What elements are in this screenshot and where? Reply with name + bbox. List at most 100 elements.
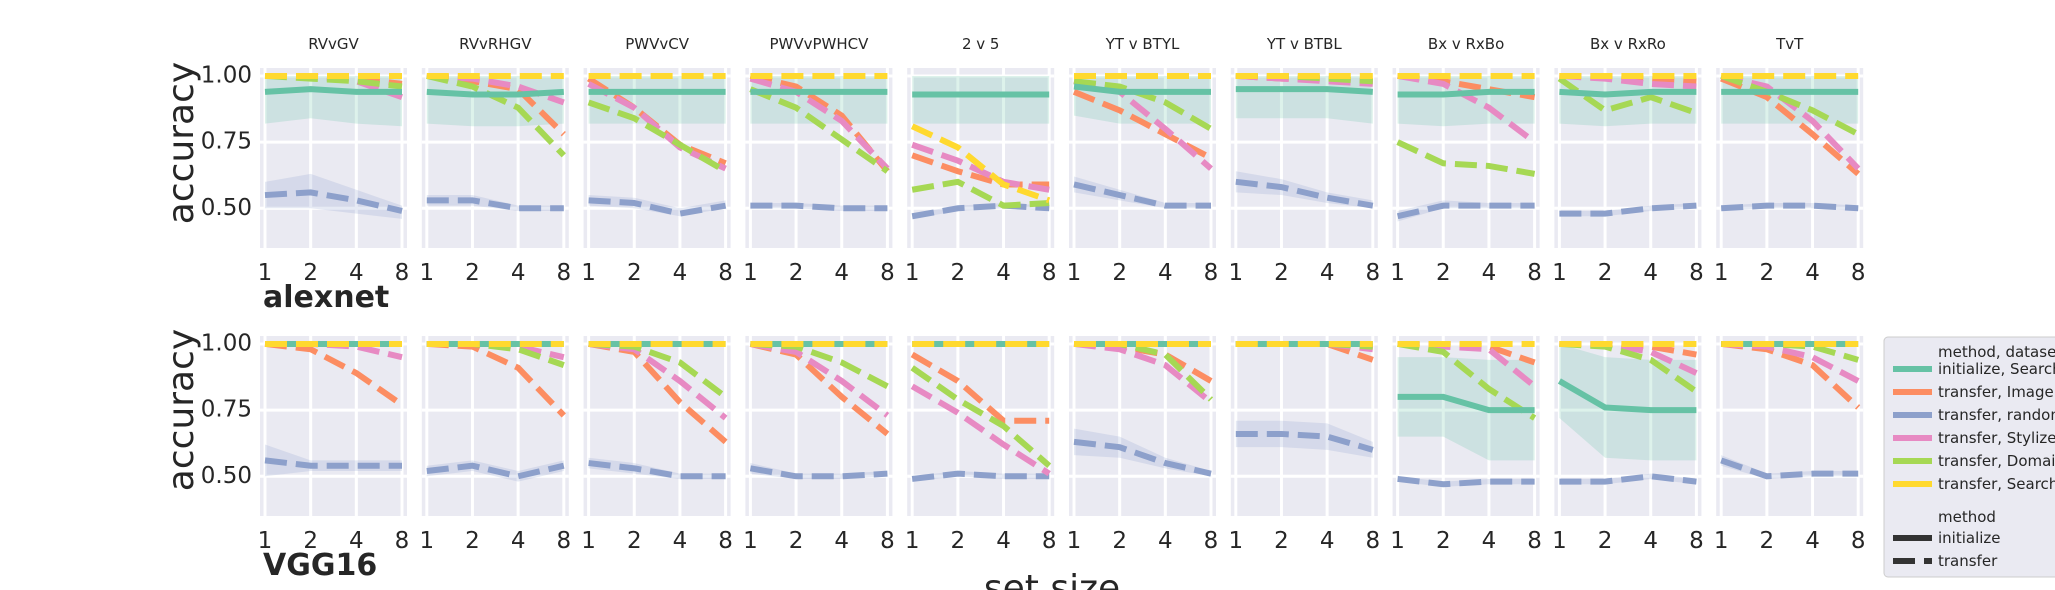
series-line-transfer-stylized xyxy=(426,72,565,106)
x-tick-label: 4 xyxy=(1805,528,1820,554)
panel-background xyxy=(1716,336,1864,516)
row-label-vgg16: VGG16 xyxy=(263,548,377,583)
x-tick-label: 1 xyxy=(1714,528,1729,554)
y-tick-label: 0.75 xyxy=(201,129,252,155)
x-tick-label: 2 xyxy=(951,528,966,554)
legend-title-method: method xyxy=(1938,508,1996,526)
legend: method, dataset initialize, Search transf… xyxy=(1883,336,2055,578)
series-line-transfer-imagenet xyxy=(264,340,404,408)
x-tick-label: 8 xyxy=(1204,528,1219,554)
panel-title: RVvGV xyxy=(308,35,359,53)
series-line-transfer-domain xyxy=(911,178,1050,209)
x-tick-label: 1 xyxy=(1552,528,1567,554)
panel-alexnet-yt-v-btyl: YT v BTYL 1 2 4 8 xyxy=(1067,35,1219,286)
series-line-transfer-stylized xyxy=(1559,340,1698,376)
x-tick-label: 1 xyxy=(1390,528,1405,554)
x-tick-label: 8 xyxy=(1365,528,1380,554)
series-line-initialize-search-stims xyxy=(1397,393,1535,414)
panel-vgg16-pwvvpwhcv: 1 2 4 8 xyxy=(743,336,895,554)
x-tick-label: 4 xyxy=(349,528,364,554)
series-line-initialize-search-stims xyxy=(1397,88,1535,98)
panel-title: RVvRHGV xyxy=(459,35,532,53)
x-tick-label: 4 xyxy=(673,528,688,554)
series-line-initialize-search-stims xyxy=(1235,86,1373,95)
confidence-band-transfer-random xyxy=(588,457,726,479)
panel-vgg16-pwvvcv: 1 2 4 8 xyxy=(581,336,733,554)
series-line-transfer-random xyxy=(588,460,726,480)
series-line-transfer-random xyxy=(911,470,1050,482)
x-tick-label: 1 xyxy=(581,528,596,554)
series-line-initialize-search-stims xyxy=(1073,83,1211,95)
series-line-transfer-domain xyxy=(588,340,728,400)
confidence-band-initialize-search-stims xyxy=(912,75,1050,124)
x-tick-label: 4 xyxy=(1482,260,1497,286)
x-tick-label: 2 xyxy=(303,528,318,554)
series-line-transfer-random xyxy=(1073,181,1211,209)
panel-vgg16-yt-v-btbl: 1 2 4 8 xyxy=(1228,336,1380,554)
series-line-transfer-stylized xyxy=(749,340,890,418)
series-line-transfer-imagenet xyxy=(1720,75,1861,177)
x-tick-label: 1 xyxy=(419,260,434,286)
x-tick-label: 4 xyxy=(511,260,526,286)
x-tick-label: 8 xyxy=(1204,260,1219,286)
x-tick-label: 2 xyxy=(1112,260,1127,286)
x-tick-label: 4 xyxy=(673,260,688,286)
x-tick-label: 2 xyxy=(951,260,966,286)
legend-entries: initialize, Search transfer, ImageN transf… xyxy=(1893,360,2055,493)
legend-label: transfer, Domain xyxy=(1938,452,2055,470)
series-line-transfer-imagenet xyxy=(588,340,728,445)
x-tick-label: 2 xyxy=(465,528,480,554)
confidence-band-initialize-search-stims xyxy=(265,75,402,127)
series-line-transfer-stylized xyxy=(1397,340,1537,389)
x-tick-label: 4 xyxy=(1643,260,1658,286)
legend-box xyxy=(1883,336,2055,578)
x-tick-label: 4 xyxy=(1320,260,1335,286)
series-line-transfer-domain xyxy=(1396,139,1536,177)
legend-label: transfer, ImageN xyxy=(1938,383,2055,401)
series-line-transfer-random xyxy=(1397,475,1535,488)
series-line-transfer-domain xyxy=(1557,76,1698,116)
panel-background xyxy=(1069,336,1216,516)
confidence-band-initialize-search-stims xyxy=(588,75,726,124)
x-tick-label: 8 xyxy=(1365,260,1380,286)
panel-alexnet-bx-v-rxbo: Bx v RxBo 1 2 4 8 xyxy=(1390,35,1542,286)
x-tick-label: 1 xyxy=(1714,260,1729,286)
x-tick-label: 8 xyxy=(1689,528,1704,554)
panel-background xyxy=(907,68,1055,248)
panel-vgg16-rvvrhgv: 1 2 4 8 xyxy=(419,336,571,554)
series-line-transfer-random xyxy=(1235,430,1374,453)
x-tick-label: 8 xyxy=(1527,260,1542,286)
x-tick-label: 4 xyxy=(996,528,1011,554)
panel-title: YT v BTBL xyxy=(1266,35,1342,53)
x-tick-label: 2 xyxy=(789,260,804,286)
series-line-transfer-random xyxy=(1073,438,1212,477)
x-tick-label: 8 xyxy=(395,260,410,286)
series-line-transfer-random xyxy=(426,197,564,212)
series-line-transfer-stylized xyxy=(749,75,890,171)
x-tick-label: 4 xyxy=(834,260,849,286)
y-axis-label-vgg16: accuracy xyxy=(161,329,202,491)
panel-vgg16-bx-v-rxro: 1 2 4 8 xyxy=(1552,336,1704,554)
panel-vgg16-2-v-5: 1 2 4 8 xyxy=(905,336,1057,554)
series-line-transfer-stylized xyxy=(1721,340,1860,384)
x-tick-label: 2 xyxy=(789,528,804,554)
x-tick-label: 2 xyxy=(1274,528,1289,554)
series-line-transfer-random xyxy=(1721,202,1859,212)
panel-background xyxy=(1230,68,1378,248)
x-tick-label: 8 xyxy=(1042,260,1057,286)
panel-title: YT v BTYL xyxy=(1105,35,1180,53)
legend-label: initialize, Search xyxy=(1938,360,2055,378)
y-tick-label: 0.50 xyxy=(201,463,252,489)
x-tick-label: 1 xyxy=(905,260,920,286)
panel-background xyxy=(1230,336,1378,516)
panel-alexnet-pwvvpwhcv: PWVvPWHCV 1 2 4 8 xyxy=(743,35,895,286)
panel-background xyxy=(1392,336,1540,516)
x-tick-label: 8 xyxy=(556,260,571,286)
panel-title: Bx v RxRo xyxy=(1590,35,1666,53)
series-line-transfer-imagenet xyxy=(426,340,566,418)
confidence-band-transfer-random xyxy=(1235,420,1373,458)
series-line-transfer-domain xyxy=(1720,73,1860,137)
x-tick-label: 1 xyxy=(1390,260,1405,286)
legend-label: transfer, random xyxy=(1938,406,2055,424)
y-axis-label-alexnet: accuracy xyxy=(161,62,202,224)
